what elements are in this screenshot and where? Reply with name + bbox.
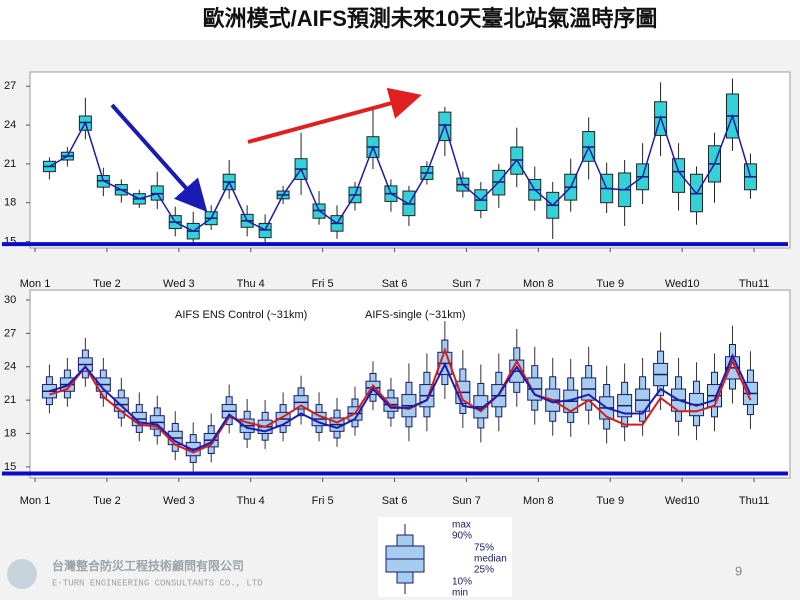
logo: [7, 559, 37, 589]
x-tick-label: Thu 4: [237, 495, 265, 507]
trend-arrow: [247, 87, 422, 144]
x-tick-label: Mon 8: [523, 278, 554, 290]
key-label: 90%: [452, 531, 472, 542]
x-tick-label: Sun 7: [452, 278, 481, 290]
y-tick-label: 27: [4, 327, 16, 339]
y-tick-label: 24: [4, 361, 16, 373]
x-tick-label: Wed10: [665, 278, 700, 290]
key-label: 10%: [452, 577, 472, 588]
x-tick-label: Wed 3: [163, 495, 195, 507]
title-band: [0, 0, 800, 40]
company-name: 台灣整合防災工程技術顧問有限公司: [52, 558, 244, 573]
x-tick-label: Mon 8: [523, 495, 554, 507]
legend-label: AIFS ENS Control (~31km): [175, 309, 307, 321]
x-tick-label: Mon 1: [20, 278, 51, 290]
key-label: 25%: [474, 565, 494, 576]
x-tick-label: Thu11: [739, 495, 769, 507]
y-tick-label: 24: [4, 119, 16, 131]
series-line: [49, 353, 752, 452]
y-tick-label: 30: [4, 294, 16, 306]
page-number: 9: [735, 563, 742, 578]
x-tick-label: Thu 4: [237, 278, 265, 290]
x-tick-label: Tue 2: [93, 495, 121, 507]
y-tick-label: 27: [4, 80, 16, 92]
y-tick-label: 21: [4, 158, 16, 170]
key-label: median: [474, 554, 507, 565]
x-tick-label: Wed 3: [163, 278, 195, 290]
x-tick-label: Sat 6: [382, 495, 408, 507]
company-name-en: E-TURN ENGINEERING CONSULTANTS CO., LTD: [52, 578, 263, 588]
median-line: [49, 113, 752, 233]
x-tick-label: Sat 6: [382, 278, 408, 290]
box: [672, 158, 686, 193]
page-title: 歐洲模式/AIFS預測未來10天臺北站氣溫時序圖: [203, 6, 658, 31]
y-tick-label: 15: [4, 461, 16, 473]
key-label: min: [452, 588, 468, 599]
trend-arrow: [110, 103, 208, 212]
legend-key: max 90% 75% median 25% 10% min: [378, 517, 512, 599]
legend-label: AIFS-single (~31km): [365, 309, 466, 321]
x-tick-label: Fri 5: [312, 495, 334, 507]
y-tick-label: 21: [4, 394, 16, 406]
x-tick-label: Sun 7: [452, 495, 481, 507]
x-tick-label: Mon 1: [20, 495, 51, 507]
key-label: max: [452, 520, 471, 531]
x-tick-label: Tue 9: [596, 495, 624, 507]
key-label: 75%: [474, 543, 494, 554]
x-tick-label: Wed10: [665, 495, 700, 507]
x-tick-label: Tue 2: [93, 278, 121, 290]
charts: 15 18 21 24 27 Mon 1 Tue 2 Wed 3 Thu 4 Fri 5 Sat 6…: [2, 78, 788, 507]
x-tick-label: Thu11: [739, 278, 769, 290]
y-tick-label: 18: [4, 427, 16, 439]
x-tick-label: Tue 9: [596, 278, 624, 290]
x-tick-label: Fri 5: [312, 278, 334, 290]
y-tick-label: 18: [4, 197, 16, 209]
